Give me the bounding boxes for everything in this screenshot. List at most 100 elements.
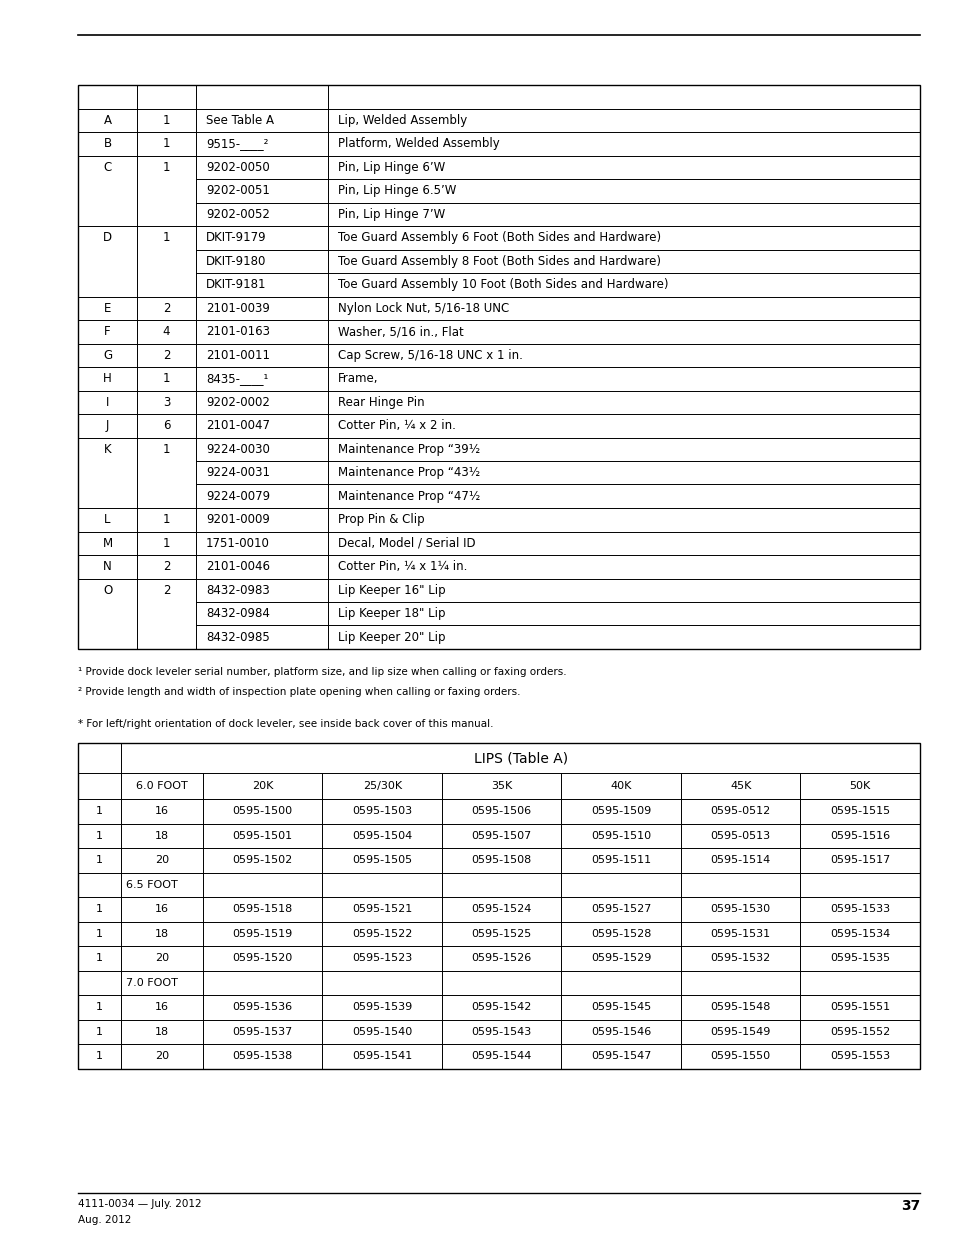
Text: 8432-0984: 8432-0984: [206, 608, 270, 620]
Text: 1: 1: [163, 537, 170, 550]
Text: Frame,: Frame,: [337, 372, 378, 385]
Text: 0595-1509: 0595-1509: [591, 806, 651, 816]
Text: 0595-1543: 0595-1543: [471, 1026, 531, 1036]
Text: 0595-1529: 0595-1529: [591, 953, 651, 963]
Text: 0595-1501: 0595-1501: [233, 831, 293, 841]
Text: 1: 1: [96, 904, 103, 914]
Text: 1: 1: [163, 372, 170, 385]
Text: Lip Keeper 16" Lip: Lip Keeper 16" Lip: [337, 584, 445, 597]
Text: 0595-1536: 0595-1536: [233, 1003, 293, 1013]
Text: 18: 18: [155, 1026, 169, 1036]
Text: L: L: [104, 514, 111, 526]
Text: Maintenance Prop “43½: Maintenance Prop “43½: [337, 467, 479, 479]
Text: 4: 4: [163, 325, 170, 338]
Text: 1: 1: [163, 137, 170, 151]
Text: 2101-0046: 2101-0046: [206, 561, 270, 573]
Text: 9224-0030: 9224-0030: [206, 443, 270, 456]
Text: 0595-1525: 0595-1525: [471, 929, 531, 939]
Text: A: A: [103, 114, 112, 127]
Text: 0595-1504: 0595-1504: [352, 831, 412, 841]
Text: 0595-0513: 0595-0513: [710, 831, 770, 841]
Text: 16: 16: [155, 904, 169, 914]
Text: 1: 1: [96, 806, 103, 816]
Text: 20: 20: [155, 1051, 169, 1061]
Text: 20: 20: [155, 856, 169, 866]
Text: D: D: [103, 231, 112, 245]
Text: DKIT-9181: DKIT-9181: [206, 278, 266, 291]
Text: Toe Guard Assembly 8 Foot (Both Sides and Hardware): Toe Guard Assembly 8 Foot (Both Sides an…: [337, 254, 660, 268]
Text: See Table A: See Table A: [206, 114, 274, 127]
Text: J: J: [106, 419, 109, 432]
Text: Cotter Pin, ¼ x 1¼ in.: Cotter Pin, ¼ x 1¼ in.: [337, 561, 467, 573]
Text: Toe Guard Assembly 6 Foot (Both Sides and Hardware): Toe Guard Assembly 6 Foot (Both Sides an…: [337, 231, 660, 245]
Text: 9202-0002: 9202-0002: [206, 395, 270, 409]
Text: 0595-1524: 0595-1524: [471, 904, 532, 914]
Text: 2: 2: [163, 301, 170, 315]
Text: 1: 1: [163, 514, 170, 526]
Text: 6.0 FOOT: 6.0 FOOT: [136, 781, 188, 790]
Text: K: K: [104, 443, 112, 456]
Text: 0595-1540: 0595-1540: [352, 1026, 412, 1036]
Text: 1: 1: [96, 929, 103, 939]
Text: 1: 1: [163, 161, 170, 174]
Text: 8435-____¹: 8435-____¹: [206, 372, 268, 385]
Text: 40K: 40K: [610, 781, 631, 790]
Text: 0595-1514: 0595-1514: [710, 856, 770, 866]
Text: LIPS (Table A): LIPS (Table A): [474, 751, 567, 764]
Text: Decal, Model / Serial ID: Decal, Model / Serial ID: [337, 537, 476, 550]
Text: C: C: [103, 161, 112, 174]
Text: 18: 18: [155, 831, 169, 841]
Text: 0595-1548: 0595-1548: [710, 1003, 770, 1013]
Text: 9202-0050: 9202-0050: [206, 161, 270, 174]
Text: 9201-0009: 9201-0009: [206, 514, 270, 526]
Text: Prop Pin & Clip: Prop Pin & Clip: [337, 514, 424, 526]
Bar: [78, 743, 919, 1068]
Text: 0595-1505: 0595-1505: [352, 856, 412, 866]
Text: 18: 18: [155, 929, 169, 939]
Text: 9202-0051: 9202-0051: [206, 184, 270, 198]
Text: 9224-0079: 9224-0079: [206, 490, 270, 503]
Text: F: F: [104, 325, 111, 338]
Text: 6: 6: [163, 419, 170, 432]
Text: Cap Screw, 5/16-18 UNC x 1 in.: Cap Screw, 5/16-18 UNC x 1 in.: [337, 348, 522, 362]
Text: 7.0 FOOT: 7.0 FOOT: [127, 978, 178, 988]
Text: 35K: 35K: [491, 781, 512, 790]
Text: 0595-1531: 0595-1531: [710, 929, 770, 939]
Text: Aug. 2012: Aug. 2012: [78, 1215, 132, 1225]
Text: 50K: 50K: [849, 781, 870, 790]
Text: M: M: [102, 537, 112, 550]
Text: ¹ Provide dock leveler serial number, platform size, and lip size when calling o: ¹ Provide dock leveler serial number, pl…: [78, 667, 566, 677]
Text: 0595-1549: 0595-1549: [710, 1026, 770, 1036]
Text: 1: 1: [96, 1026, 103, 1036]
Text: 25/30K: 25/30K: [362, 781, 401, 790]
Text: Lip Keeper 20" Lip: Lip Keeper 20" Lip: [337, 631, 445, 643]
Text: 0595-1502: 0595-1502: [233, 856, 293, 866]
Text: 0595-1506: 0595-1506: [471, 806, 531, 816]
Text: 0595-1532: 0595-1532: [710, 953, 770, 963]
Text: 2101-0011: 2101-0011: [206, 348, 270, 362]
Text: 0595-1519: 0595-1519: [233, 929, 293, 939]
Text: 0595-1526: 0595-1526: [471, 953, 531, 963]
Text: H: H: [103, 372, 112, 385]
Text: 0595-1542: 0595-1542: [471, 1003, 532, 1013]
Text: 0595-1527: 0595-1527: [591, 904, 651, 914]
Text: 1: 1: [163, 443, 170, 456]
Text: 0595-1518: 0595-1518: [233, 904, 293, 914]
Text: 1: 1: [96, 1003, 103, 1013]
Text: 0595-1528: 0595-1528: [591, 929, 651, 939]
Text: 0595-1500: 0595-1500: [233, 806, 293, 816]
Text: 1: 1: [96, 1051, 103, 1061]
Text: Nylon Lock Nut, 5/16-18 UNC: Nylon Lock Nut, 5/16-18 UNC: [337, 301, 509, 315]
Text: 0595-1553: 0595-1553: [829, 1051, 889, 1061]
Text: 0595-0512: 0595-0512: [710, 806, 770, 816]
Text: ² Provide length and width of inspection plate opening when calling or faxing or: ² Provide length and width of inspection…: [78, 687, 520, 697]
Text: Lip Keeper 18" Lip: Lip Keeper 18" Lip: [337, 608, 445, 620]
Text: Cotter Pin, ¼ x 2 in.: Cotter Pin, ¼ x 2 in.: [337, 419, 456, 432]
Text: 0595-1539: 0595-1539: [352, 1003, 412, 1013]
Text: 0595-1538: 0595-1538: [233, 1051, 293, 1061]
Text: 0595-1517: 0595-1517: [829, 856, 889, 866]
Text: 20: 20: [155, 953, 169, 963]
Text: 0595-1507: 0595-1507: [471, 831, 531, 841]
Text: 0595-1511: 0595-1511: [591, 856, 651, 866]
Text: 1: 1: [96, 953, 103, 963]
